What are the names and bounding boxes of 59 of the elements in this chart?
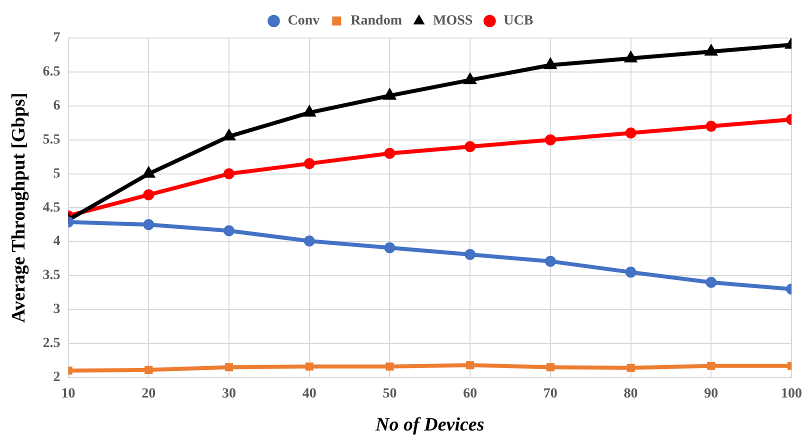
- point: [624, 50, 638, 62]
- x-tick-label: 100: [781, 386, 802, 402]
- y-tick-label: 2.5: [42, 336, 60, 352]
- y-tick-label: 4: [53, 234, 60, 250]
- x-tick-label: 90: [704, 386, 718, 402]
- legend-label: UCB: [504, 14, 534, 29]
- point: [304, 158, 315, 170]
- point: [544, 58, 557, 70]
- point: [544, 256, 556, 267]
- y-tick-label: 2: [53, 370, 60, 386]
- point: [546, 363, 554, 372]
- point: [142, 166, 156, 178]
- y-tick-label: 5.5: [42, 132, 60, 148]
- y-tick-label: 3.5: [42, 268, 60, 284]
- x-tick-label: 50: [382, 386, 397, 402]
- y-tick-label: 3: [53, 302, 60, 318]
- point: [625, 128, 636, 139]
- x-tick-label: 40: [302, 386, 316, 402]
- point: [386, 362, 394, 371]
- x-tick-label: 30: [222, 386, 236, 402]
- y-axis-title: Average Throughput [Gbps]: [8, 92, 30, 323]
- legend-label: Random: [350, 14, 402, 29]
- y-tick-label: 4.5: [42, 200, 60, 216]
- point: [144, 366, 153, 374]
- point: [707, 362, 716, 370]
- x-tick-label: 60: [463, 386, 478, 402]
- point: [464, 72, 477, 84]
- point: [383, 88, 396, 100]
- point: [302, 105, 316, 117]
- y-tick-label: 6.5: [42, 64, 60, 80]
- point: [464, 141, 476, 152]
- x-tick-label: 80: [624, 386, 638, 402]
- point: [466, 361, 474, 370]
- point: [384, 242, 396, 254]
- y-tick-label: 6: [53, 98, 60, 114]
- point: [143, 189, 154, 200]
- legend-label: Conv: [288, 14, 320, 29]
- point: [464, 249, 476, 260]
- x-tick-label: 10: [61, 386, 76, 402]
- point: [384, 148, 396, 159]
- x-axis-title: No of Devices: [374, 414, 484, 436]
- point: [704, 44, 718, 56]
- point: [224, 225, 235, 236]
- point: [224, 168, 235, 180]
- point: [222, 128, 236, 140]
- point: [143, 219, 154, 230]
- point: [706, 276, 717, 288]
- point: [625, 266, 636, 278]
- x-tick-label: 70: [543, 386, 558, 402]
- point: [544, 134, 556, 146]
- legend-label: MOSS: [433, 14, 473, 29]
- point: [304, 235, 315, 246]
- x-tick-label: 20: [142, 386, 156, 402]
- point: [305, 362, 314, 371]
- point: [706, 120, 717, 132]
- y-tick-label: 5: [53, 166, 60, 182]
- y-tick-label: 7: [53, 30, 60, 46]
- point: [626, 364, 635, 372]
- point: [224, 363, 234, 372]
